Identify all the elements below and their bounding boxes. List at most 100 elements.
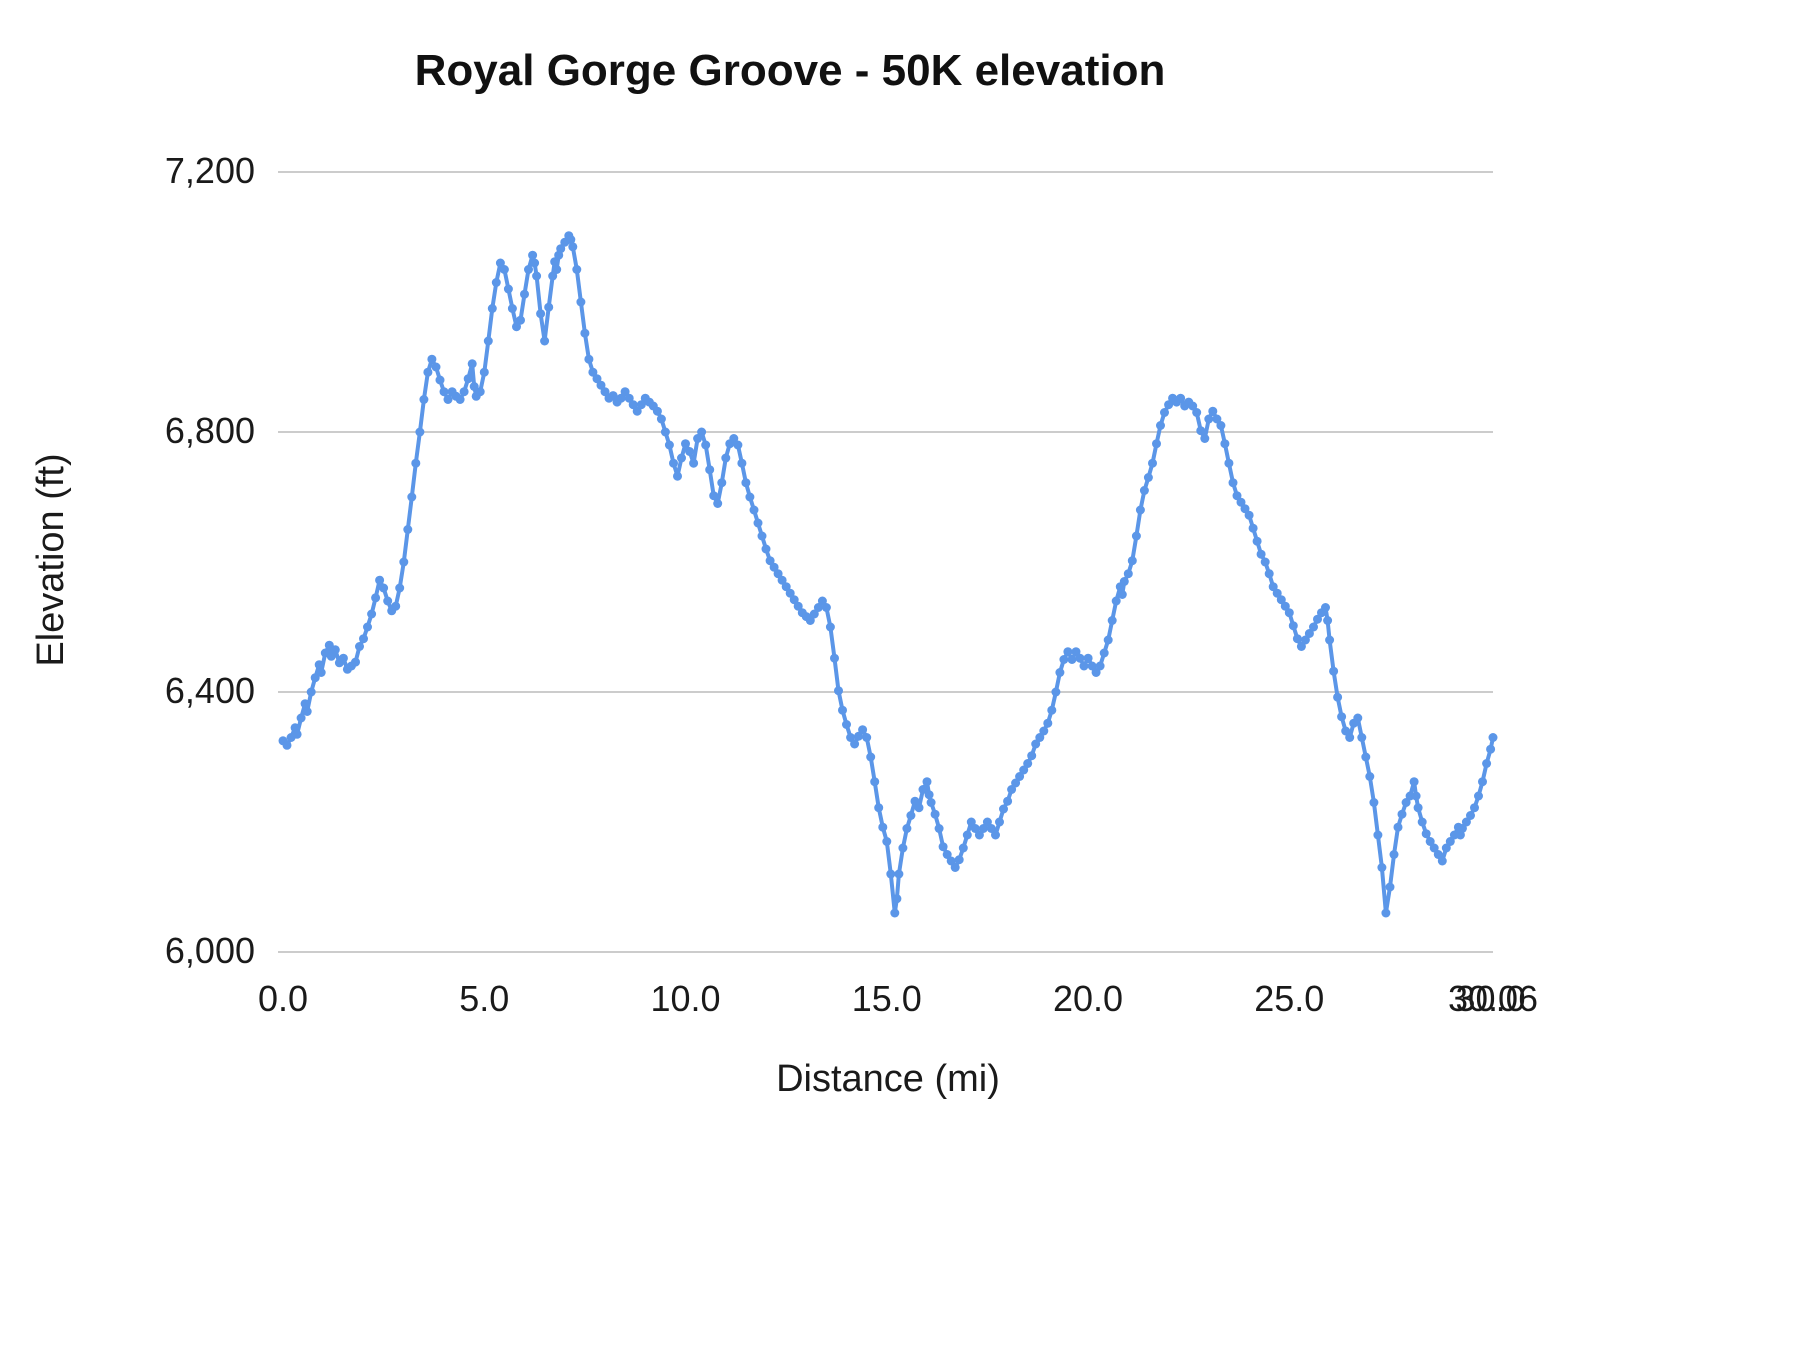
data-point-marker: [1365, 772, 1375, 781]
data-point-marker: [1099, 648, 1109, 658]
data-point-marker: [813, 603, 823, 612]
data-point-marker: [300, 699, 310, 709]
data-point-marker: [878, 822, 888, 832]
data-point-marker: [1015, 772, 1025, 781]
data-point-marker: [427, 354, 437, 364]
data-point-marker: [970, 824, 980, 833]
gridlines: [278, 171, 1493, 953]
x-tick-label: 30.0: [1455, 978, 1526, 1019]
data-point-marker: [1397, 809, 1407, 819]
elevation-series-points: [278, 231, 1498, 918]
data-point-marker: [395, 583, 405, 593]
data-point-marker: [761, 544, 771, 554]
data-point-marker: [600, 387, 610, 397]
data-point-marker: [1345, 733, 1355, 742]
data-point-marker: [1083, 653, 1093, 663]
data-point-marker: [705, 465, 715, 475]
data-point-marker: [1381, 908, 1391, 918]
data-point-marker: [717, 478, 727, 488]
data-point-marker: [1411, 791, 1421, 801]
data-point-marker: [1248, 523, 1258, 533]
data-point-marker: [628, 400, 638, 410]
data-point-marker: [391, 601, 401, 611]
data-point-marker: [1212, 414, 1222, 424]
data-point-marker: [1188, 401, 1198, 411]
data-point-marker: [1067, 655, 1077, 664]
data-point-marker: [1035, 733, 1045, 742]
data-point-marker: [596, 380, 606, 390]
data-point-marker: [1457, 824, 1467, 833]
data-point-marker: [669, 458, 678, 468]
data-point-marker: [958, 843, 968, 853]
data-point-marker: [624, 393, 634, 403]
data-point-marker: [296, 713, 306, 723]
data-point-marker: [781, 582, 791, 592]
data-point-marker: [1377, 863, 1387, 872]
data-point-marker: [359, 634, 368, 644]
data-point-marker: [1127, 556, 1137, 566]
data-point-marker: [685, 447, 695, 456]
x-tick-label: 10.0: [650, 978, 721, 1019]
data-point-marker: [753, 518, 763, 528]
data-point-marker: [991, 830, 1000, 840]
data-point-marker: [1421, 829, 1431, 839]
data-point-marker: [1461, 817, 1471, 827]
data-point-marker: [1337, 712, 1347, 722]
data-point-marker: [1156, 421, 1165, 430]
data-point-marker: [479, 367, 489, 377]
data-point-marker: [1244, 510, 1254, 520]
data-point-marker: [463, 374, 473, 384]
data-point-marker: [793, 601, 803, 611]
data-point-marker: [1003, 796, 1013, 806]
data-point-marker: [1321, 603, 1330, 612]
data-point-marker: [1192, 408, 1202, 417]
data-point-marker: [733, 440, 743, 450]
data-point-marker: [1373, 830, 1383, 840]
data-point-marker: [1043, 718, 1053, 728]
data-point-marker: [1425, 837, 1435, 846]
data-point-marker: [415, 427, 425, 437]
data-point-marker: [636, 400, 646, 410]
data-point-marker: [805, 616, 815, 625]
data-point-marker: [1152, 439, 1161, 449]
data-point-marker: [1107, 616, 1117, 625]
y-tick-label: 6,800: [164, 410, 255, 451]
x-tick-label: 15.0: [851, 978, 922, 1019]
data-point-marker: [1341, 726, 1351, 736]
data-point-marker: [978, 824, 988, 833]
data-point-marker: [1437, 856, 1447, 866]
data-point-marker: [1119, 577, 1129, 586]
data-point-marker: [830, 653, 839, 663]
data-point-marker: [536, 309, 546, 319]
data-point-marker: [757, 531, 767, 541]
data-point-marker: [1433, 850, 1443, 859]
data-point-marker: [1276, 595, 1286, 605]
data-point-marker: [516, 315, 525, 325]
data-point-marker: [664, 440, 674, 450]
data-point-marker: [1260, 557, 1270, 567]
data-point-marker: [383, 596, 393, 606]
data-point-marker: [817, 596, 827, 606]
data-point-marker: [999, 804, 1008, 814]
data-point-marker: [1176, 393, 1186, 403]
data-point-marker: [399, 557, 409, 567]
data-point-marker: [1023, 759, 1033, 768]
data-point-marker: [652, 406, 662, 416]
data-point-marker: [962, 830, 972, 840]
data-point-marker: [1236, 497, 1246, 507]
data-point-marker: [769, 562, 779, 572]
data-point-marker: [1409, 777, 1419, 787]
data-point-marker: [1216, 421, 1226, 430]
elevation-polyline: [281, 233, 1495, 915]
data-point-marker: [1268, 582, 1278, 592]
data-point-marker: [974, 830, 984, 840]
data-point-marker: [709, 491, 719, 501]
data-point-marker: [1091, 668, 1101, 677]
data-point-marker: [548, 271, 558, 281]
data-point-marker: [1313, 614, 1322, 624]
data-point-marker: [882, 837, 892, 846]
data-point-marker: [1063, 647, 1073, 657]
data-point-marker: [1039, 726, 1049, 736]
data-point-marker: [1488, 733, 1498, 742]
